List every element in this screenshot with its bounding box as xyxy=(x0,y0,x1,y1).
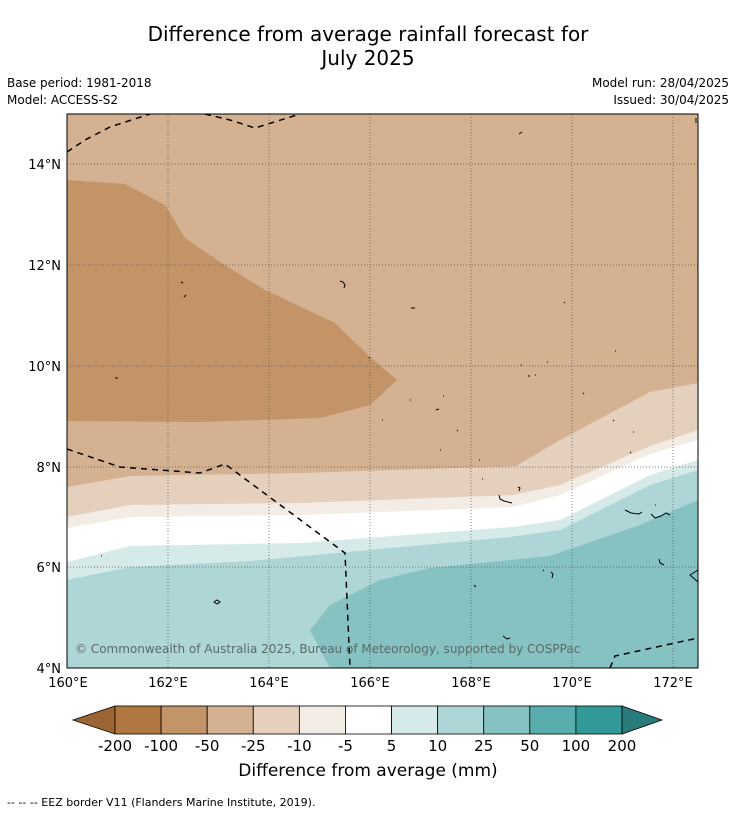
base-period: Base period: 1981-2018 xyxy=(7,76,152,90)
colorbar-extension-high xyxy=(621,705,664,735)
graticule xyxy=(67,114,698,668)
lon-label: 162°E xyxy=(148,676,188,691)
lat-label: 8°N xyxy=(37,461,62,476)
colorbar-swatch xyxy=(575,705,623,735)
map-title: Difference from average rainfall forecas… xyxy=(0,22,736,70)
colorbar-tick-label: -50 xyxy=(195,737,220,755)
meta-right: Model run: 28/04/2025 Issued: 30/04/2025 xyxy=(592,75,729,109)
lon-label: 172°E xyxy=(653,676,693,691)
colorbar-swatch xyxy=(529,705,577,735)
colorbar-swatch xyxy=(114,705,162,735)
colorbar-tick-label: -100 xyxy=(144,737,178,755)
colorbar-tick-label: -25 xyxy=(241,737,266,755)
lon-labels: 160°E 162°E 164°E 166°E 168°E 170°E 172°… xyxy=(48,676,693,691)
colorbar-tick-label: 25 xyxy=(474,737,493,755)
colorbar-swatch xyxy=(345,705,392,735)
meta-left: Base period: 1981-2018 Model: ACCESS-S2 xyxy=(7,75,152,109)
lat-label: 4°N xyxy=(37,662,62,677)
colorbar-swatch xyxy=(252,705,300,735)
colorbar-tick-label: 5 xyxy=(387,737,397,755)
colorbar-title: Difference from average (mm) xyxy=(238,761,498,781)
lon-label: 170°E xyxy=(552,676,592,691)
lon-label: 168°E xyxy=(451,676,491,691)
colorbar-swatch xyxy=(206,705,254,735)
lat-labels: 14°N 12°N 10°N 8°N 6°N 4°N xyxy=(28,158,61,677)
model-run: Model run: 28/04/2025 xyxy=(591,76,729,90)
colorbar-swatch xyxy=(437,705,485,735)
colorbar xyxy=(71,705,664,735)
band-pos25 xyxy=(310,500,698,668)
lat-label: 6°N xyxy=(37,561,62,576)
title-line-1: Difference from average rainfall forecas… xyxy=(147,22,589,46)
colorbar-tick-label: 10 xyxy=(428,737,447,755)
lat-label: 12°N xyxy=(28,259,61,274)
lon-label: 166°E xyxy=(350,676,390,691)
colorbar-swatch xyxy=(391,705,439,735)
colorbar-labels: -200 -100 -50 -25 -10 -5 5 10 25 50 100 200 xyxy=(98,737,636,755)
issued-date: Issued: 30/04/2025 xyxy=(613,93,729,107)
rainfall-map xyxy=(67,114,698,668)
eez-legend-note: -- -- -- EEZ border V11 (Flanders Marine… xyxy=(7,796,316,809)
colorbar-swatch xyxy=(483,705,531,735)
colorbar-tick-label: 100 xyxy=(562,737,591,755)
model-name: Model: ACCESS-S2 xyxy=(7,93,119,107)
islands xyxy=(101,118,699,640)
lat-label: 10°N xyxy=(28,360,61,375)
lon-label: 164°E xyxy=(249,676,289,691)
colorbar-tick-label: -5 xyxy=(338,737,353,755)
band-neg100 xyxy=(67,180,397,422)
eez-borders xyxy=(67,114,698,668)
map-frame xyxy=(66,113,699,669)
colorbar-tick-label: 50 xyxy=(520,737,539,755)
colorbar-tick-label: -200 xyxy=(98,737,132,755)
colorbar-tick-label: -10 xyxy=(287,737,312,755)
colorbar-tick-label: 200 xyxy=(608,737,637,755)
colorbar-extension-low xyxy=(71,705,116,735)
colorbar-swatch xyxy=(298,705,346,735)
title-line-2: July 2025 xyxy=(321,46,415,70)
lon-label: 160°E xyxy=(48,676,88,691)
lat-label: 14°N xyxy=(28,158,61,173)
copyright-notice: © Commonwealth of Australia 2025, Bureau… xyxy=(75,642,580,656)
colorbar-swatch xyxy=(160,705,208,735)
